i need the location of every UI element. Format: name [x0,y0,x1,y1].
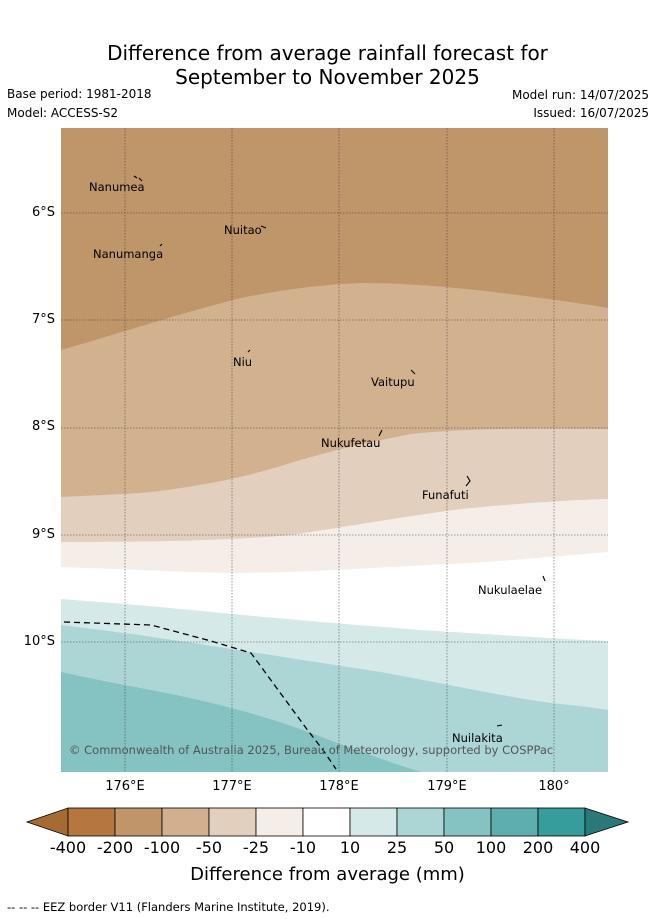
lon-tick-180: 180° [538,779,570,794]
model-name: Model: ACCESS-S2 [7,106,119,120]
colorbar-extend-low [25,807,69,837]
colorbar-cell [349,807,398,837]
lon-tick-176e: 176°E [105,779,145,794]
colorbar-tick-label: 25 [386,838,408,857]
lon-tick-179e: 179°E [427,779,467,794]
colorbar-cell [537,807,586,837]
lat-tick-7s: 7°S [31,312,55,327]
place-niu: Niu [233,355,252,369]
colorbar-tick-label: 100 [475,838,507,857]
colorbar-tick-label: -100 [143,838,181,857]
lon-tick-177e: 177°E [212,779,252,794]
rainfall-map: Nanumea Nuitao Nanumanga Niu Vaitupu Nuk… [61,128,608,772]
colorbar-cell [255,807,304,837]
colorbar-cell [396,807,445,837]
colorbar-title: Difference from average (mm) [190,864,465,885]
place-nuitao: Nuitao [224,223,262,237]
base-period: Base period: 1981-2018 [7,87,152,101]
colorbar-tick-label: 200 [522,838,554,857]
issued-date: Issued: 16/07/2025 [533,106,649,120]
place-vaitupu: Vaitupu [371,375,415,389]
eez-legend-note: -- -- -- EEZ border V11 (Flanders Marine… [7,900,330,914]
colorbar-cell [208,807,257,837]
lon-tick-178e: 178°E [319,779,359,794]
model-run-date: Model run: 14/07/2025 [511,88,649,102]
band-plus50 [61,672,421,772]
colorbar-cell [443,807,492,837]
chart-title-line2: September to November 2025 [175,65,480,89]
colorbar-cell [302,807,351,837]
colorbar [25,807,630,837]
place-nuilakita: Nuilakita [452,731,503,745]
place-nanumea: Nanumea [89,180,145,194]
copyright-notice: © Commonwealth of Australia 2025, Bureau… [69,743,553,757]
colorbar-tick-label: -50 [195,838,223,857]
lat-tick-6s: 6°S [31,205,55,220]
colorbar-cell [490,807,539,837]
lat-tick-10s: 10°S [23,634,55,649]
chart-title-line1: Difference from average rainfall forecas… [107,41,548,65]
lat-tick-9s: 9°S [31,527,55,542]
colorbar-tick-label: -25 [242,838,270,857]
colorbar-cell [67,807,116,837]
colorbar-tick-label: 400 [569,838,601,857]
colorbar-extend-high [584,807,630,837]
colorbar-cell [114,807,163,837]
colorbar-tick-label: 50 [433,838,455,857]
colorbar-tick-label: -200 [96,838,134,857]
island-shapes [133,175,546,727]
colorbar-cell [161,807,210,837]
eez-border [63,621,337,770]
colorbar-tick-label: 10 [339,838,361,857]
graticule [61,128,608,772]
place-nanumanga: Nanumanga [93,247,163,261]
place-nukulaelae: Nukulaelae [478,583,542,597]
place-nukufetau: Nukufetau [321,436,380,450]
colorbar-tick-label: -400 [49,838,87,857]
colorbar-tick-label: -10 [289,838,317,857]
lat-tick-8s: 8°S [31,419,55,434]
place-funafuti: Funafuti [422,488,469,502]
